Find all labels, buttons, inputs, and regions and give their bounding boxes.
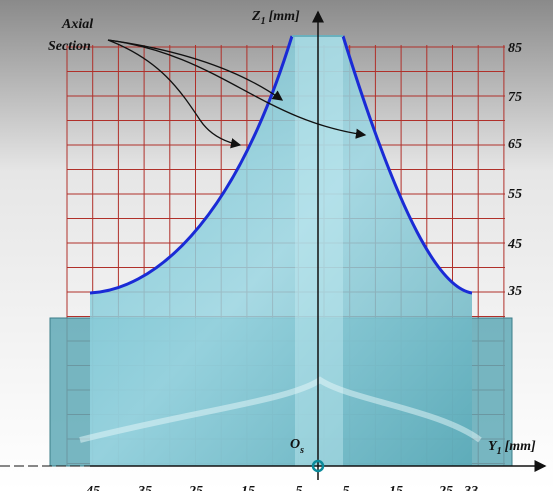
y-tick-label: 5: [296, 484, 303, 491]
highlight: [79, 376, 482, 443]
annotation: Axial: [61, 17, 93, 32]
z-axis-label: Z1 [mm]: [251, 9, 300, 27]
y-axis-label: Y1 [mm]: [488, 439, 536, 457]
arrow: [107, 39, 367, 139]
y-tick-label: 5: [343, 484, 350, 491]
y-tick-label: 15: [389, 484, 403, 491]
z-tick-label: 55: [508, 187, 522, 202]
y-tick-label: 25: [188, 484, 203, 491]
origin-label: Os: [290, 437, 304, 456]
z-tick-label: 45: [507, 237, 522, 252]
arrow: [107, 39, 242, 149]
z-tick-label: 35: [507, 284, 522, 299]
z-tick-label: 65: [508, 137, 522, 152]
y-tick-label: 35: [137, 484, 152, 491]
origin-point: [311, 459, 325, 473]
left-profile: [89, 35, 294, 295]
y-tick-label: 15: [241, 484, 255, 491]
z-tick-label: 75: [508, 90, 522, 105]
right-profile: [341, 35, 473, 295]
z-tick-label: 85: [508, 41, 522, 56]
tool-body: [90, 36, 472, 466]
y-tick-label: 25: [438, 484, 453, 491]
y-tick-label: 33: [463, 484, 478, 491]
y-tick-label: 45: [85, 484, 100, 491]
annotation: Section: [48, 39, 91, 54]
center-band: [295, 36, 343, 466]
